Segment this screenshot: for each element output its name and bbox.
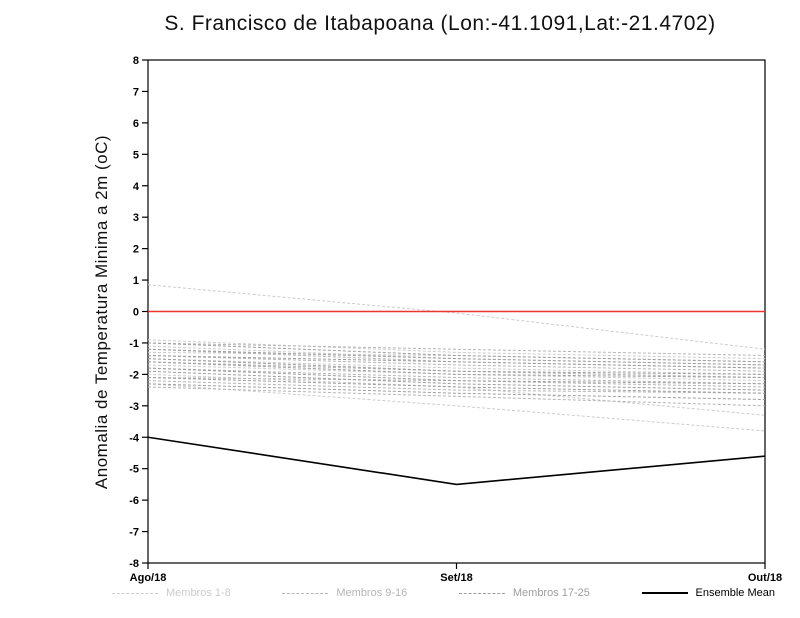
chart-legend: Membros 1-8 Membros 9-16 Membros 17-25 E… bbox=[112, 583, 775, 603]
svg-text:6: 6 bbox=[133, 118, 139, 130]
svg-text:2: 2 bbox=[133, 244, 139, 256]
svg-text:-1: -1 bbox=[129, 338, 139, 350]
svg-text:-3: -3 bbox=[129, 401, 139, 413]
svg-text:4: 4 bbox=[133, 181, 140, 193]
svg-text:1: 1 bbox=[133, 275, 139, 287]
legend-item-ensemble-mean: Ensemble Mean bbox=[641, 587, 776, 599]
svg-text:-4: -4 bbox=[129, 432, 140, 444]
svg-text:0: 0 bbox=[133, 307, 139, 319]
svg-text:Ago/18: Ago/18 bbox=[130, 572, 167, 584]
legend-label: Membros 17-25 bbox=[512, 587, 590, 599]
svg-text:-7: -7 bbox=[129, 527, 139, 539]
svg-text:5: 5 bbox=[133, 149, 139, 161]
legend-label: Membros 9-16 bbox=[336, 587, 408, 599]
chart-title: S. Francisco de Itabapoana (Lon:-41.1091… bbox=[164, 12, 716, 35]
legend-line-sample bbox=[112, 592, 158, 594]
legend-item-membros-1-8: Membros 1-8 bbox=[112, 587, 231, 599]
legend-label: Ensemble Mean bbox=[695, 587, 776, 599]
legend-line-sample bbox=[458, 592, 505, 594]
legend-line-sample bbox=[641, 592, 688, 594]
legend-line-sample bbox=[282, 592, 329, 594]
svg-text:Out/18: Out/18 bbox=[748, 572, 782, 584]
svg-text:Set/18: Set/18 bbox=[440, 572, 472, 584]
svg-text:-2: -2 bbox=[129, 369, 139, 381]
legend-item-membros-17-25: Membros 17-25 bbox=[458, 587, 590, 599]
svg-text:3: 3 bbox=[133, 212, 139, 224]
svg-text:-8: -8 bbox=[129, 558, 139, 570]
svg-text:-5: -5 bbox=[129, 464, 139, 476]
svg-text:-6: -6 bbox=[129, 495, 139, 507]
legend-label: Membros 1-8 bbox=[166, 587, 231, 599]
svg-text:7: 7 bbox=[133, 86, 139, 98]
legend-item-membros-9-16: Membros 9-16 bbox=[282, 587, 407, 599]
svg-text:8: 8 bbox=[133, 55, 139, 67]
